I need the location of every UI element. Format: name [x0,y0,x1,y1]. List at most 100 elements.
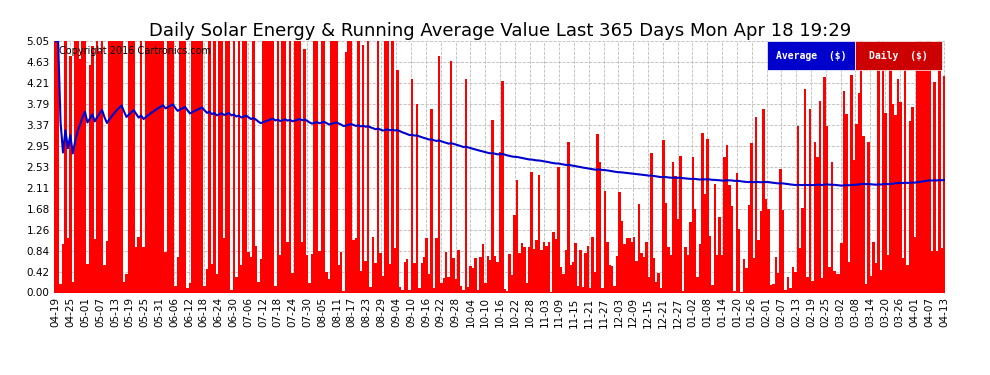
Bar [877,41,879,292]
Bar [194,41,196,292]
Bar [123,282,126,292]
Bar [271,41,274,292]
Bar [724,157,726,292]
Bar [802,208,804,292]
Bar [816,156,819,292]
Bar [208,41,211,292]
Bar [333,41,336,292]
Bar [711,285,714,292]
Bar [64,41,66,292]
Bar [71,282,74,292]
Bar [892,104,894,292]
Bar [879,270,882,292]
Bar [262,41,264,292]
Bar [223,238,226,292]
Bar [894,114,897,292]
Bar [769,285,772,292]
Bar [689,222,692,292]
Bar [716,255,719,292]
Bar [655,282,657,292]
Bar [774,256,777,292]
Bar [929,41,931,292]
Bar [516,180,518,292]
Bar [381,276,384,292]
Bar [541,250,543,292]
Bar [457,250,459,292]
Bar [338,265,340,292]
Bar [352,240,354,292]
Bar [369,287,372,292]
Bar [660,288,662,292]
Bar [84,41,86,292]
Bar [779,169,782,292]
Bar [249,257,252,292]
Bar [628,238,631,292]
Bar [591,237,594,292]
Bar [811,281,814,292]
Bar [281,41,284,292]
Bar [824,77,826,292]
Bar [867,142,870,292]
Bar [428,274,431,292]
Bar [611,266,614,292]
Bar [103,265,106,292]
Bar [384,41,386,292]
Bar [533,249,536,292]
Text: Daily  ($): Daily ($) [869,51,928,61]
Bar [308,284,311,292]
Bar [667,247,669,292]
Bar [431,109,433,292]
Bar [472,268,474,292]
Bar [621,221,624,292]
Bar [596,134,599,292]
Bar [504,289,506,292]
Bar [814,142,816,292]
Bar [855,124,857,292]
Bar [916,41,919,292]
Bar [474,258,477,292]
Bar [650,153,652,292]
Bar [543,242,545,292]
Bar [582,287,584,292]
Bar [482,244,484,292]
Bar [240,265,243,292]
Bar [647,277,650,292]
Bar [171,41,174,292]
Bar [418,288,421,292]
Bar [757,240,760,292]
Bar [852,160,855,292]
Bar [765,198,767,292]
Bar [538,175,541,292]
Bar [259,260,262,292]
Bar [169,41,171,292]
Bar [841,243,842,292]
Bar [845,114,847,292]
Bar [914,237,916,292]
Bar [469,266,472,292]
Bar [406,260,409,292]
Bar [354,238,357,292]
Bar [909,121,911,292]
Bar [130,41,133,292]
Bar [416,104,418,292]
Bar [747,206,750,292]
Bar [74,41,76,292]
Bar [89,65,91,292]
Bar [128,41,130,292]
Bar [396,70,399,292]
Bar [113,41,116,292]
Bar [760,211,762,292]
Bar [847,262,850,292]
Bar [148,41,149,292]
Bar [865,284,867,292]
Bar [423,257,426,292]
Bar [276,41,279,292]
Bar [696,277,699,292]
Bar [921,41,924,292]
Bar [679,156,682,292]
Bar [166,41,169,292]
Bar [196,41,198,292]
Bar [594,272,596,292]
Bar [772,284,774,292]
Bar [76,41,79,292]
